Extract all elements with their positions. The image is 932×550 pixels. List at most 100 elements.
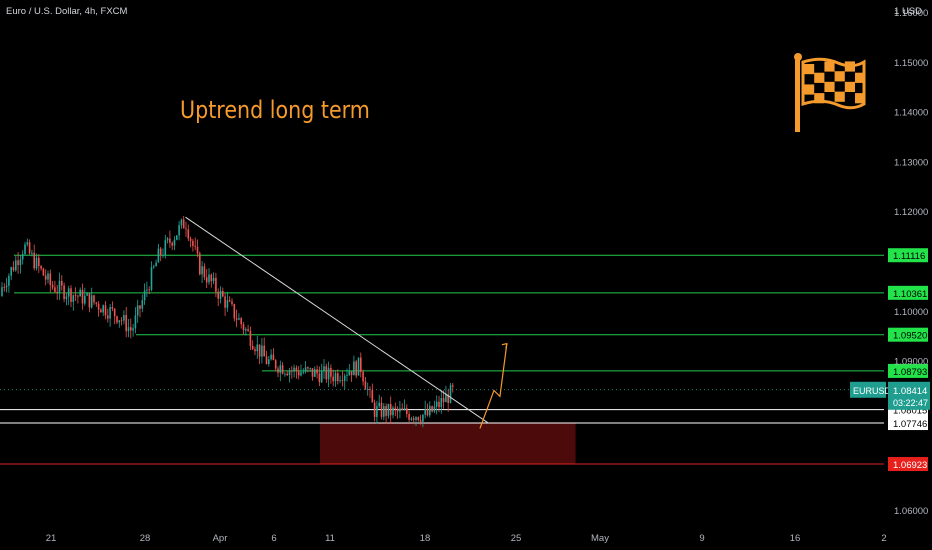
x-tick-label: 21 xyxy=(46,533,57,544)
x-tick-label: 18 xyxy=(420,533,431,544)
candle-body xyxy=(164,240,167,255)
candle xyxy=(79,287,81,297)
flag-square xyxy=(855,93,866,104)
candle xyxy=(205,269,208,288)
candle xyxy=(369,386,371,398)
candle xyxy=(410,416,413,422)
candle xyxy=(63,282,65,303)
candle-body xyxy=(97,303,100,310)
candle xyxy=(51,280,54,290)
candle xyxy=(399,400,401,419)
candle-body xyxy=(426,409,429,416)
candle-body xyxy=(203,266,206,278)
candle-body xyxy=(162,254,164,256)
candle-body xyxy=(28,242,31,254)
candle xyxy=(118,320,121,328)
candle xyxy=(364,376,367,390)
candle xyxy=(81,283,84,310)
x-tick-label: 11 xyxy=(325,533,335,544)
candle xyxy=(215,272,217,297)
candle-body xyxy=(263,345,265,357)
candle-body xyxy=(199,253,201,275)
candle xyxy=(412,415,415,425)
candle xyxy=(180,218,183,229)
candle-body xyxy=(180,219,183,226)
candle-body xyxy=(268,359,270,365)
candle xyxy=(403,399,406,411)
candle-body xyxy=(3,287,6,288)
candle xyxy=(139,304,141,318)
candle-body xyxy=(417,417,420,421)
candle-body xyxy=(136,305,139,316)
candle-body xyxy=(366,388,369,390)
candle-body xyxy=(286,373,288,376)
candle-body xyxy=(364,381,367,390)
candle xyxy=(54,280,56,294)
candle-body xyxy=(281,365,284,374)
candle xyxy=(357,357,360,376)
candle xyxy=(136,299,139,323)
candle xyxy=(385,403,387,425)
candle-body xyxy=(256,344,259,352)
candle-body xyxy=(376,406,378,417)
candle xyxy=(162,248,164,258)
candle xyxy=(173,236,176,251)
candle xyxy=(120,316,123,326)
candle-body xyxy=(238,318,240,320)
candle xyxy=(284,372,286,377)
candle-body xyxy=(208,274,210,283)
candle-body xyxy=(196,246,199,254)
candle-body xyxy=(314,369,316,377)
candle-body xyxy=(173,239,176,246)
candle xyxy=(15,256,17,272)
candle xyxy=(28,239,31,255)
candle-body xyxy=(19,259,22,266)
candle xyxy=(102,304,104,317)
candle-body xyxy=(212,277,215,282)
candle-body xyxy=(72,295,75,302)
candle-body xyxy=(67,288,70,297)
candle xyxy=(31,249,33,257)
x-tick-label: 28 xyxy=(140,533,151,544)
candle xyxy=(65,293,68,306)
candle xyxy=(192,238,194,252)
candle-body xyxy=(56,291,58,293)
candle xyxy=(10,266,12,281)
candle xyxy=(233,303,236,322)
candle-body xyxy=(339,380,341,382)
candle-body xyxy=(61,280,63,286)
candle-body xyxy=(226,300,229,308)
flag-outline xyxy=(801,57,866,110)
flag-square xyxy=(855,72,866,83)
candle-body xyxy=(330,367,332,377)
level-tag-1.10361 xyxy=(888,285,928,300)
candle xyxy=(123,310,125,325)
candle-body xyxy=(95,302,98,304)
x-tick-label: 25 xyxy=(511,533,522,544)
candle xyxy=(84,287,86,306)
candle-body xyxy=(332,376,334,382)
candle xyxy=(141,294,144,313)
candle-body xyxy=(176,235,178,240)
candle-body xyxy=(415,417,417,420)
candle-body xyxy=(51,284,54,288)
candle xyxy=(199,251,201,276)
candle xyxy=(176,235,178,241)
candle xyxy=(334,370,337,387)
candle xyxy=(311,368,314,381)
candle-body xyxy=(113,308,116,317)
candle-body xyxy=(261,345,263,357)
candle-body xyxy=(346,375,348,376)
candle-body xyxy=(159,248,162,256)
candle-body xyxy=(127,327,130,332)
candle xyxy=(424,400,426,419)
demand-zone-layer xyxy=(320,423,576,465)
candle-body xyxy=(40,266,42,269)
currency-label[interactable]: 1 USD xyxy=(894,6,922,17)
candle-body xyxy=(341,380,344,382)
candle-body xyxy=(265,356,268,365)
demand-zone xyxy=(320,423,576,465)
candle-body xyxy=(274,360,277,369)
candle-body xyxy=(410,418,413,420)
